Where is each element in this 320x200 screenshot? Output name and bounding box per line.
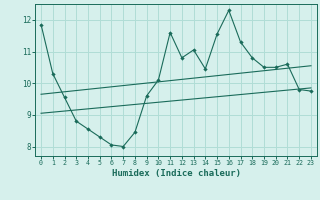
- X-axis label: Humidex (Indice chaleur): Humidex (Indice chaleur): [111, 169, 241, 178]
